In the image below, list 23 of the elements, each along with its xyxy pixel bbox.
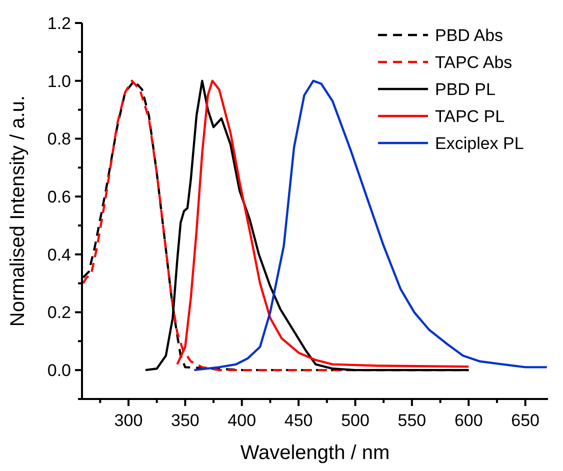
- legend-label: Exciplex PL: [435, 134, 524, 153]
- legend-label: TAPC PL: [435, 107, 505, 126]
- x-tick-label: 400: [228, 411, 256, 430]
- x-tick-label: 650: [511, 411, 540, 430]
- y-axis-title: Normalised Intensity / a.u.: [7, 95, 29, 327]
- x-tick-label: 350: [170, 411, 200, 430]
- x-tick-label: 600: [454, 411, 483, 430]
- x-tick-label: 500: [341, 411, 370, 430]
- y-tick-label: 0.6: [47, 188, 71, 207]
- legend-label: TAPC Abs: [435, 53, 512, 72]
- legend-label: PBD Abs: [435, 26, 504, 45]
- line-series: [193, 80, 548, 372]
- y-tick-label: 0.8: [47, 130, 71, 149]
- y-tick-label: 0.2: [47, 303, 71, 322]
- y-tick-label: 1.2: [47, 14, 71, 33]
- x-tick-label: 550: [398, 411, 426, 430]
- legend-label: PBD PL: [435, 80, 496, 99]
- x-tick-label: 300: [114, 411, 143, 430]
- x-tick-label: 450: [284, 411, 313, 430]
- y-tick-label: 0.0: [47, 361, 71, 380]
- y-tick-label: 0.4: [47, 245, 71, 264]
- y-tick-label: 1.0: [47, 72, 71, 91]
- x-axis-title: Wavelength / nm: [240, 442, 390, 464]
